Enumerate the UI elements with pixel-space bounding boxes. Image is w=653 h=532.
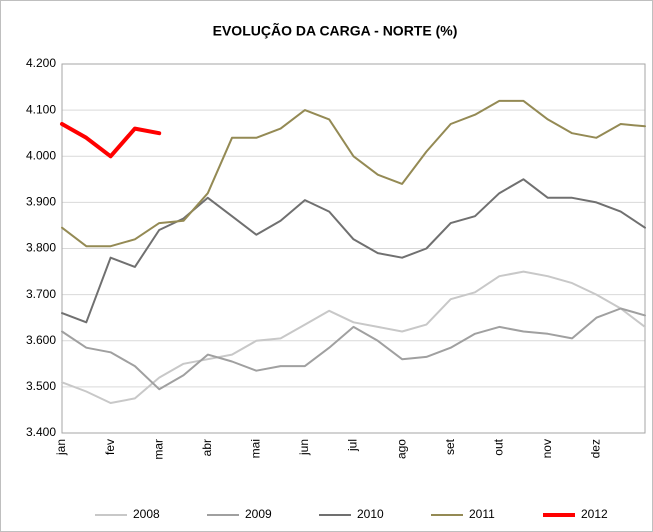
x-tick-label: jul bbox=[346, 439, 360, 452]
y-tick-label: 3.700 bbox=[26, 287, 56, 301]
plot-frame bbox=[61, 63, 646, 434]
y-tick-label: 4.100 bbox=[26, 102, 56, 116]
legend-label: 2012 bbox=[581, 507, 608, 521]
y-tick-label: 4.200 bbox=[26, 56, 56, 70]
y-tick-label: 3.600 bbox=[26, 333, 56, 347]
x-tick-label: dez bbox=[589, 439, 603, 458]
y-tick-label: 3.400 bbox=[26, 425, 56, 439]
x-tick-label: mar bbox=[151, 439, 165, 460]
x-tick-label: out bbox=[491, 438, 505, 455]
x-tick-label: fev bbox=[103, 439, 117, 455]
y-tick-label: 3.500 bbox=[26, 379, 56, 393]
series-line bbox=[61, 178, 646, 324]
x-tick-label: jun bbox=[297, 439, 311, 456]
x-tick-label: jan bbox=[54, 439, 68, 456]
x-tick-label: nov bbox=[540, 439, 554, 458]
legend-label: 2009 bbox=[245, 507, 272, 521]
legend-label: 2010 bbox=[357, 507, 384, 521]
series-line bbox=[61, 270, 646, 404]
x-tick-label: mai bbox=[249, 439, 263, 458]
legend-label: 2008 bbox=[133, 507, 160, 521]
x-tick-label: abr bbox=[200, 439, 214, 456]
legend-label: 2011 bbox=[469, 507, 495, 521]
series-line bbox=[61, 307, 646, 391]
series-line bbox=[60, 122, 162, 159]
y-tick-label: 3.800 bbox=[26, 241, 56, 255]
chart-title: EVOLUÇÃO DA CARGA - NORTE (%) bbox=[213, 22, 458, 39]
x-tick-label: ago bbox=[394, 439, 408, 459]
x-tick-label: set bbox=[443, 438, 457, 455]
series-line bbox=[61, 99, 646, 248]
y-tick-label: 4.000 bbox=[26, 148, 56, 162]
y-tick-label: 3.900 bbox=[26, 195, 56, 209]
